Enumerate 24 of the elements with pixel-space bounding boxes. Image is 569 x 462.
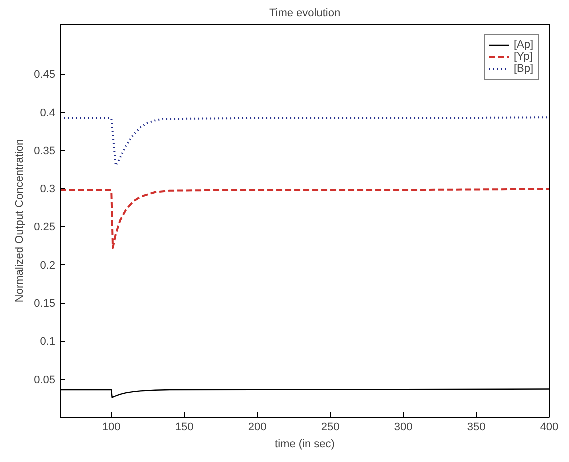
y-axis-title: Normalized Output Concentration	[14, 139, 26, 303]
y-tick-label: 0.4	[40, 107, 56, 120]
y-tick-label: 0.2	[40, 260, 56, 272]
legend-label: [Ap]	[514, 39, 534, 51]
x-tick-label: 350	[467, 422, 486, 434]
y-tick-label: 0.15	[34, 298, 56, 310]
x-tick-label: 150	[175, 422, 194, 434]
x-tick-label: 250	[321, 422, 340, 434]
legend-label: [Yp]	[514, 51, 534, 63]
x-tick-label: 100	[102, 422, 121, 434]
y-tick-label: 0.05	[34, 374, 56, 386]
x-tick-label: 200	[248, 422, 267, 434]
line-series	[60, 116, 550, 167]
y-tick-label: 0.45	[34, 69, 56, 82]
line-series	[60, 188, 550, 250]
chart-title: Time evolution	[269, 8, 341, 20]
y-tick-label: 0.3	[40, 184, 56, 196]
x-tick-label: 400	[540, 422, 559, 434]
y-tick-label: 0.1	[40, 336, 56, 348]
legend-label: [Bp]	[514, 63, 534, 75]
y-tick-label: 0.25	[34, 222, 56, 234]
x-tick-label: 300	[394, 422, 413, 434]
y-tick-label: 0.35	[34, 145, 56, 158]
x-axis-title: time (in sec)	[275, 438, 335, 450]
